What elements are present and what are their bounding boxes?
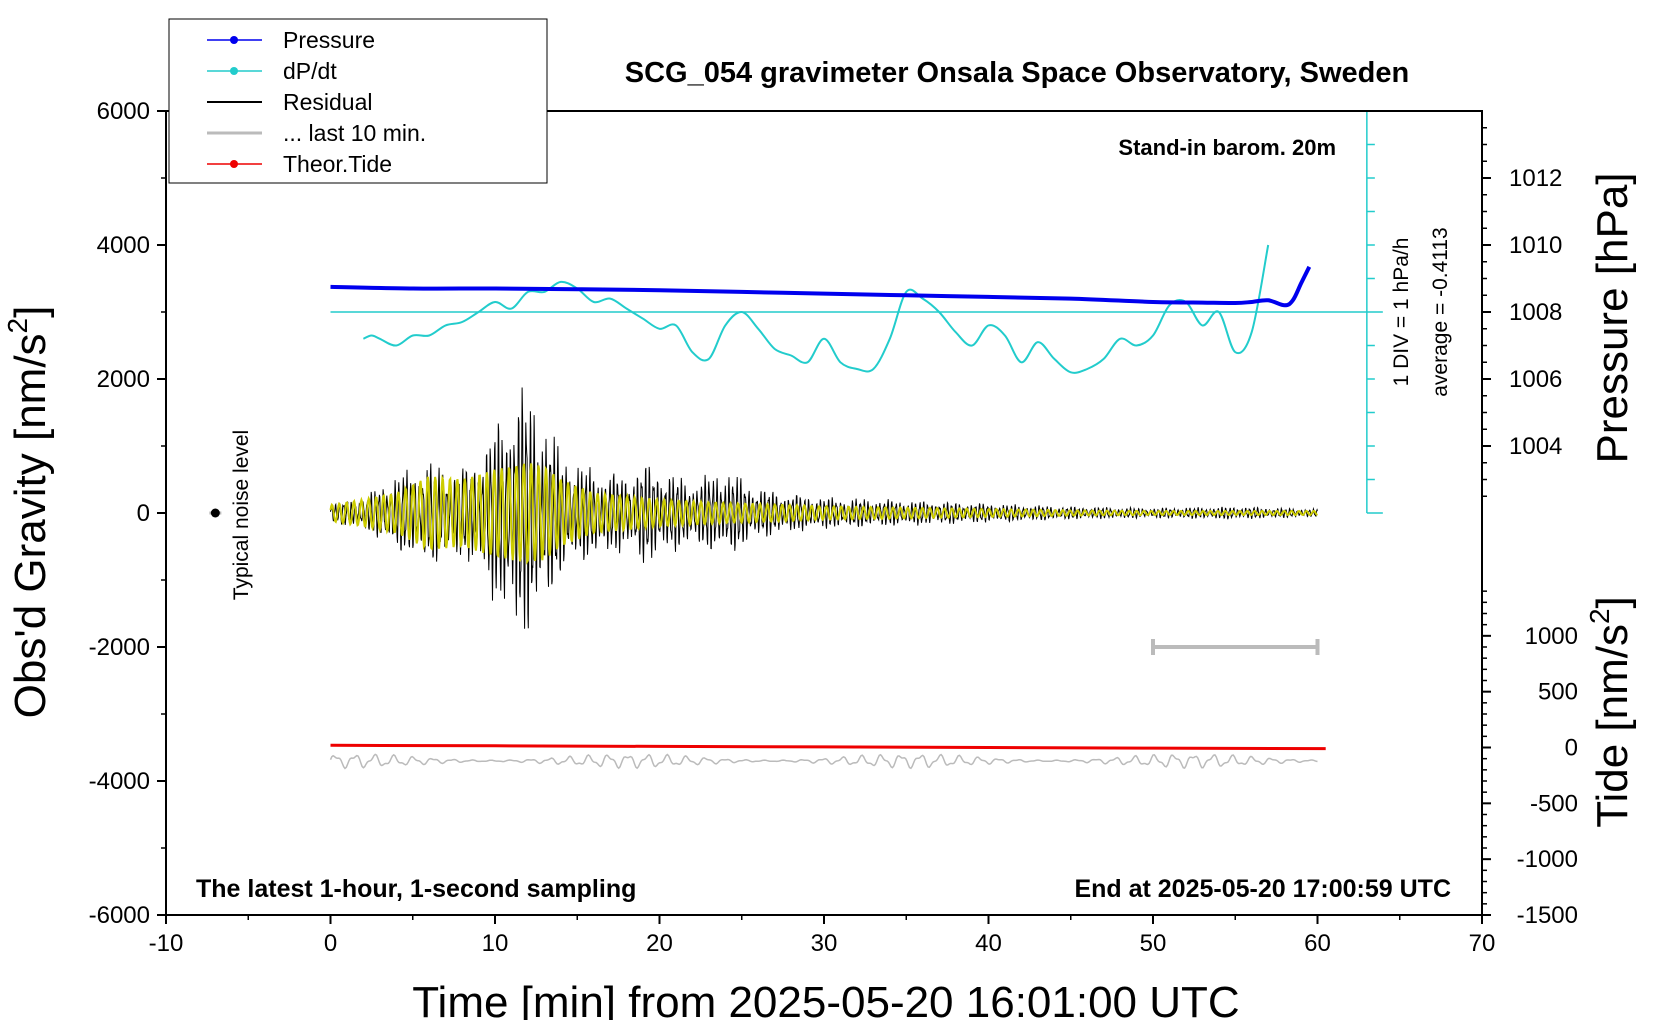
- x-tick-label-2: 10: [482, 930, 509, 957]
- noise-level-marker: [210, 508, 220, 518]
- x-tick-label-4: 30: [811, 930, 838, 957]
- legend-marker-dpdt: [230, 67, 238, 75]
- y-gravity-tick-label-0: -6000: [89, 902, 150, 929]
- legend: Pressure dP/dt Residual ... last 10 min.…: [168, 18, 548, 184]
- y-axis-title-pressure: Pressure [hPa]: [1588, 172, 1637, 463]
- sampling-note: The latest 1-hour, 1-second sampling: [196, 875, 636, 903]
- y-pressure-tick-label-2: 1008: [1509, 299, 1562, 326]
- legend-item-residual: Residual: [207, 89, 373, 115]
- y-pressure-tick-label-1: 1006: [1509, 366, 1562, 393]
- y-gravity-tick-label-5: 4000: [97, 232, 150, 259]
- y-pressure-tick-label-0: 1004: [1509, 433, 1562, 460]
- x-axis-title: Time [min] from 2025-05-20 16:01:00 UTC: [412, 978, 1239, 1020]
- dpdt-division-label: 1 DIV = 1 hPa/h: [1390, 238, 1413, 387]
- x-tick-label-5: 40: [975, 930, 1002, 957]
- y-tide-tick-label-4: 500: [1538, 679, 1578, 706]
- x-tick-label-1: 0: [324, 930, 337, 957]
- legend-label-residual: Residual: [283, 89, 373, 115]
- pressure-curve: [330, 265, 1312, 308]
- noise-level-label: Typical noise level: [230, 430, 253, 600]
- legend-marker-tide: [230, 160, 238, 168]
- y-tide-tick-label-3: 0: [1565, 735, 1578, 762]
- x-tick-label-0: -10: [149, 930, 184, 957]
- y-gravity-tick-label-3: 0: [137, 500, 150, 527]
- legend-item-last10: ... last 10 min.: [207, 120, 426, 146]
- chart-title: SCG_054 gravimeter Onsala Space Observat…: [625, 57, 1409, 89]
- y-gravity-tick-label-1: -4000: [89, 768, 150, 795]
- y-pressure-tick-label-4: 1012: [1509, 165, 1562, 192]
- x-tick-label-7: 60: [1304, 930, 1331, 957]
- residual-trace: [330, 387, 1318, 629]
- legend-label-dpdt: dP/dt: [283, 58, 337, 84]
- legend-item-pressure: Pressure: [207, 27, 375, 53]
- legend-item-dpdt: dP/dt: [207, 58, 337, 84]
- legend-label-tide: Theor.Tide: [283, 151, 392, 177]
- legend-marker-pressure: [230, 36, 238, 44]
- legend-label-last10: ... last 10 min.: [283, 120, 426, 146]
- y-axis-title-gravity: Obs'd Gravity [nm/s2]: [2, 306, 55, 719]
- series-layer: [209, 110, 1383, 770]
- y-tide-tick-label-2: -500: [1530, 790, 1578, 817]
- axes-layer: -10 0 10 20 30 40 50 60 70 -6000 -4000 -2000 0 2000 40…: [89, 98, 1578, 957]
- x-tick-label-3: 20: [646, 930, 673, 957]
- dpdt-average-label: average = -0.4113: [1429, 227, 1452, 397]
- y-gravity-tick-label-4: 2000: [97, 366, 150, 393]
- residual-filtered-trace: [329, 463, 1318, 565]
- y-pressure-tick-label-3: 1010: [1509, 232, 1562, 259]
- x-tick-label-8: 70: [1469, 930, 1496, 957]
- dpdt-curve: [362, 244, 1270, 374]
- y-tide-tick-label-5: 1000: [1525, 623, 1578, 650]
- y-gravity-tick-label-2: -2000: [89, 634, 150, 661]
- y-tide-tick-label-0: -1500: [1517, 902, 1578, 929]
- tide-line: [330, 743, 1326, 751]
- y-axis-title-tide: Tide [nm/s2]: [1584, 596, 1637, 828]
- y-gravity-tick-label-6: 6000: [97, 98, 150, 125]
- x-tick-label-6: 50: [1140, 930, 1167, 957]
- legend-item-tide: Theor.Tide: [207, 151, 392, 177]
- y-tide-tick-label-1: -1000: [1517, 846, 1578, 873]
- legend-label-pressure: Pressure: [283, 27, 375, 53]
- stand-in-barometer-note: Stand-in barom. 20m: [1118, 135, 1336, 160]
- end-time-note: End at 2025-05-20 17:00:59 UTC: [1074, 875, 1451, 903]
- last10-trace: [329, 753, 1318, 770]
